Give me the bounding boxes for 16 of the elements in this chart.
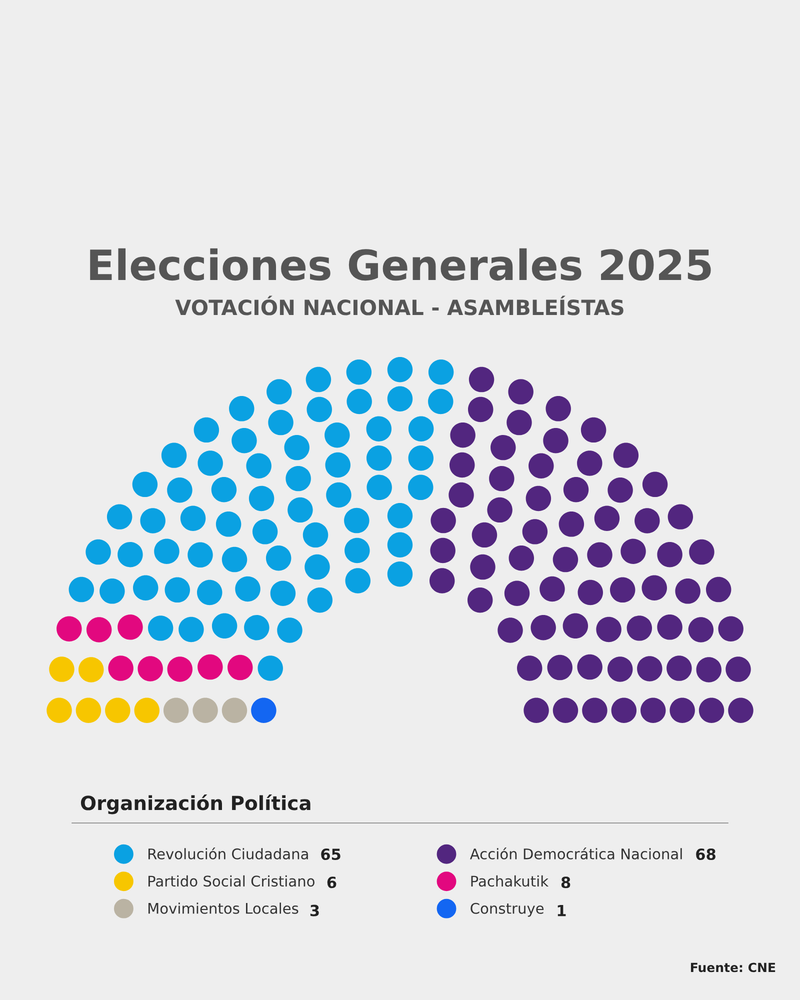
data-label: 3: [310, 904, 319, 916]
data-label: 68: [696, 848, 716, 860]
category-label: Construye: [470, 902, 544, 917]
category-label: Partido Social Cristiano: [148, 875, 314, 887]
data-label: 1: [558, 904, 566, 916]
category-label: Acción Democrática Nacional: [470, 848, 682, 860]
category-label: Pachakutik: [471, 875, 549, 887]
data-label: 8: [561, 876, 570, 888]
legend-title: Organización Política: [80, 794, 310, 814]
data-label: 6: [327, 876, 336, 888]
text: VOTACIÓN NACIONAL - ASAMBLEÍSTAS: [175, 296, 624, 316]
source-note: Fuente: CNE: [690, 962, 776, 972]
text: Elecciones Generales 2025: [90, 248, 711, 281]
data-label: 65: [321, 848, 340, 860]
category-label: Revolución Ciudadana: [148, 848, 308, 860]
category-label: Movimientos Locales: [148, 902, 298, 914]
